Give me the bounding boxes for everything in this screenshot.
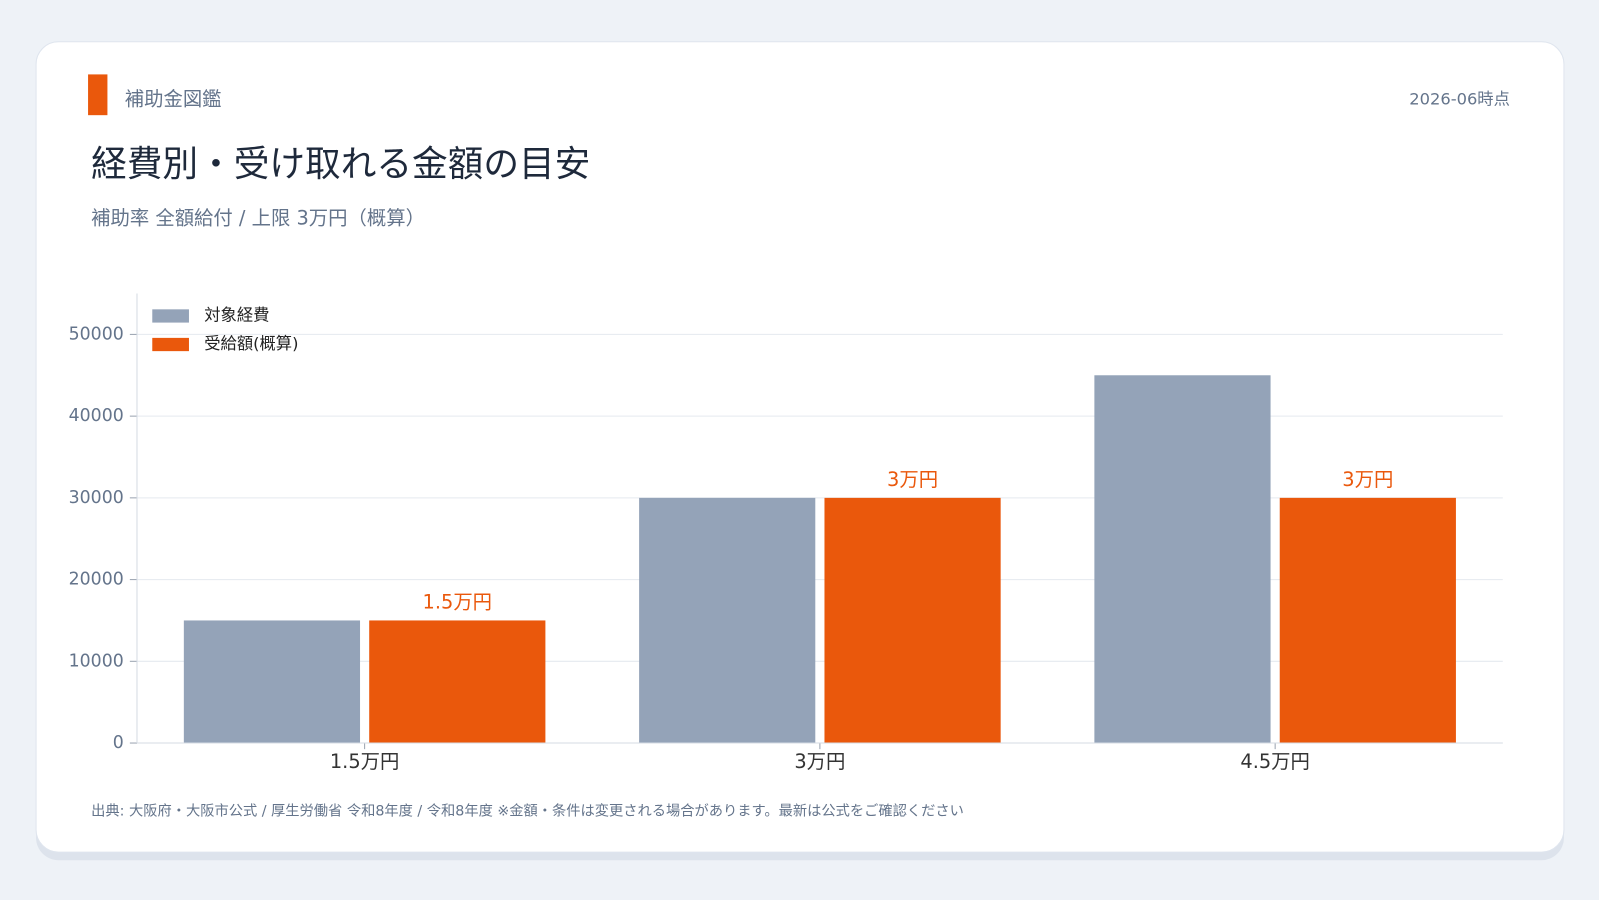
- bar: [1279, 497, 1456, 744]
- legend-swatch: [152, 309, 189, 323]
- y-tick-label: 10000: [69, 651, 124, 671]
- bar: [1094, 375, 1271, 744]
- legend-label: 受給額(概算): [204, 334, 298, 353]
- value-label: 3万円: [887, 468, 938, 491]
- chart-subtitle: 補助率 全額給付 / 上限 3万円（概算）: [91, 207, 425, 230]
- badge-bar: [88, 74, 108, 116]
- bar: [639, 497, 816, 744]
- y-tick-label: 40000: [69, 406, 124, 426]
- legend-swatch: [152, 337, 189, 352]
- badge: 補助金図鑑: [125, 87, 222, 110]
- bar: [824, 497, 1001, 744]
- value-label: 3万円: [1342, 468, 1393, 491]
- source: 出典: 大阪府・大阪市公式 / 厚生労働省 令和8年度 / 令和8年度 ※金額・…: [91, 802, 964, 819]
- x-tick-label: 4.5万円: [1240, 750, 1310, 773]
- value-label: 1.5万円: [423, 591, 493, 614]
- bar: [369, 620, 546, 744]
- chart-title: 経費別・受け取れる金額の目安: [91, 144, 590, 185]
- y-tick-label: 0: [113, 733, 124, 753]
- date: 2026-06時点: [1409, 89, 1510, 108]
- y-tick-label: 30000: [69, 488, 124, 508]
- bar: [183, 620, 361, 744]
- legend-label: 対象経費: [204, 305, 269, 324]
- x-tick-label: 3万円: [794, 750, 845, 773]
- y-tick-label: 50000: [69, 324, 124, 344]
- x-tick-label: 1.5万円: [330, 750, 400, 773]
- y-tick-label: 20000: [69, 570, 124, 590]
